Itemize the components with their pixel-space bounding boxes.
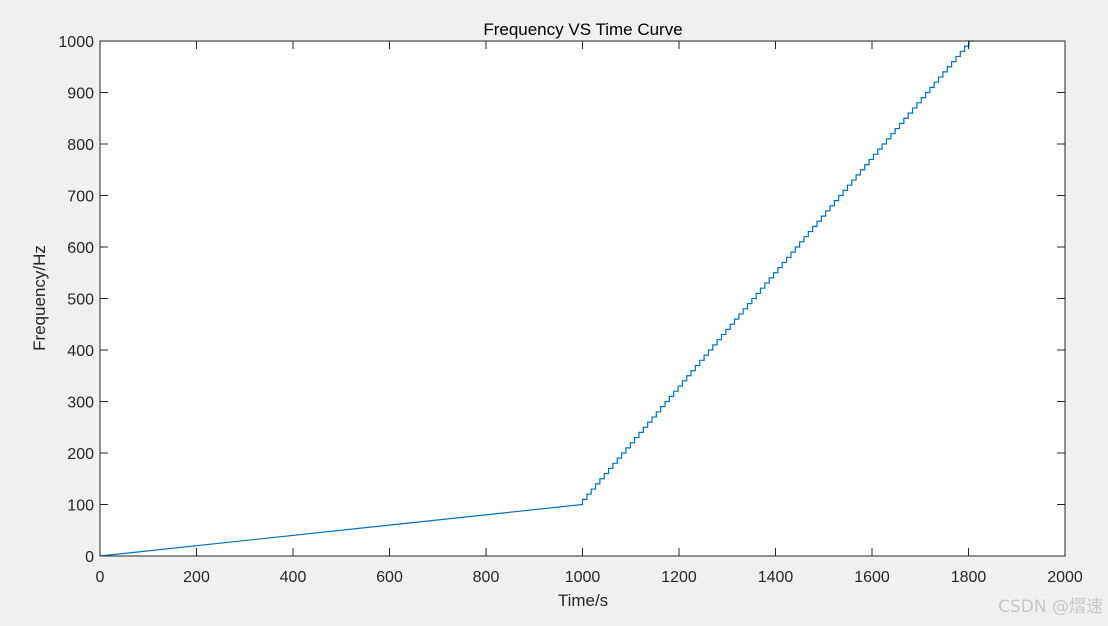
x-tick-label: 1600: [854, 569, 890, 586]
tick-layer: [99, 40, 1066, 557]
y-tick-label: 500: [67, 292, 94, 309]
chart-title: Frequency VS Time Curve: [483, 20, 682, 39]
x-tick-label: 600: [376, 569, 403, 586]
frequency-series-line: [99, 40, 974, 557]
x-tick-label: 1800: [951, 569, 987, 586]
x-tick-label: 200: [183, 569, 210, 586]
x-tick-label: 0: [96, 569, 105, 586]
x-tick-label: 400: [280, 569, 307, 586]
y-tick-label: 200: [67, 446, 94, 463]
y-tick-label: 300: [67, 395, 94, 412]
watermark: CSDN @熠速: [998, 597, 1103, 617]
x-tick-label: 1000: [565, 569, 601, 586]
y-tick-label: 100: [67, 498, 94, 515]
x-tick-label: 1200: [661, 569, 697, 586]
y-tick-label: 800: [67, 137, 94, 154]
x-tick-label: 800: [473, 569, 500, 586]
label-layer: 0 200 400 600 800 1000 1200 1400 1600 1800 2000 0 10…: [58, 34, 1082, 586]
series-layer: [99, 40, 974, 557]
x-tick-label: 1400: [758, 569, 794, 586]
y-tick-label: 700: [67, 189, 94, 206]
y-tick-label: 400: [67, 343, 94, 360]
y-tick-label: 600: [67, 240, 94, 257]
x-axis-title: Time/s: [558, 591, 608, 610]
x-tick-label: 2000: [1047, 569, 1083, 586]
y-tick-label: 0: [85, 549, 94, 566]
y-tick-label: 1000: [58, 34, 94, 51]
plot-area: [100, 41, 1065, 556]
y-tick-label: 900: [67, 86, 94, 103]
y-axis-title: Frequency/Hz: [30, 245, 49, 351]
